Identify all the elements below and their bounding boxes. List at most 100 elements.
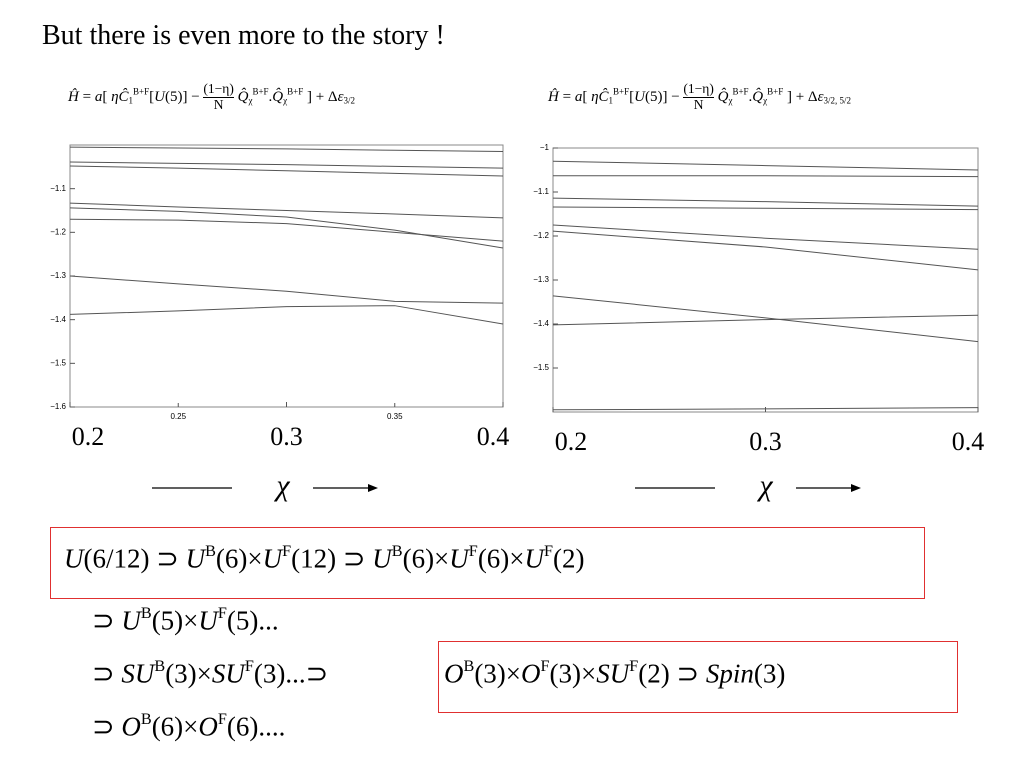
math-text: ⊃ <box>92 605 122 636</box>
subscript: χ <box>763 95 768 106</box>
math-var: ε <box>337 88 344 105</box>
x-tick-label: 0.2 <box>72 422 105 451</box>
math-text: ] + Δ <box>783 88 818 105</box>
math-text: ] + Δ <box>303 88 338 105</box>
math-text: [ <box>582 88 592 105</box>
superscript: F <box>544 542 554 560</box>
x-tick-label: 0.3 <box>749 427 782 456</box>
subscript: χ <box>283 95 288 106</box>
math-var: U <box>198 605 218 636</box>
math-text: (6)× <box>215 543 263 574</box>
math-text: [ <box>102 88 112 105</box>
y-tick-label: −1.4 <box>533 319 549 328</box>
math-text: [ <box>629 88 635 105</box>
y-tick-label: −1.3 <box>533 275 549 284</box>
series-line <box>552 197 979 207</box>
math-text: (5)× <box>151 605 199 636</box>
series-line <box>69 146 504 153</box>
math-var: ε <box>817 88 824 105</box>
series-line <box>69 275 504 304</box>
plot-frame <box>552 147 979 413</box>
superscript: B+F <box>133 86 150 97</box>
math-text: (6)× <box>402 543 450 574</box>
x-axis-label: χ <box>756 469 773 502</box>
y-tick-label: −1.1 <box>50 184 66 193</box>
superscript: F <box>540 657 550 675</box>
series-line <box>69 207 504 249</box>
math-text: (6/12) ⊃ <box>83 543 186 574</box>
numerator: (1−η) <box>203 81 234 98</box>
arrow-head <box>851 484 861 492</box>
equation: Ĥ = a[ ηĈ1B+F[U(5)] − (1−η) N Q̂χB+F.Q̂χB… <box>548 81 851 113</box>
math-var: O <box>521 658 541 689</box>
math-var: a <box>574 88 583 105</box>
math-var: Q̂ <box>752 88 764 105</box>
math-var: U <box>634 88 645 105</box>
subscript: χ <box>248 95 253 106</box>
superscript: B+F <box>613 86 630 97</box>
math-var: η <box>591 88 599 105</box>
math-text: (2) <box>553 543 585 574</box>
highlight-box <box>50 527 925 599</box>
series-line <box>552 230 979 271</box>
superscript: B+F <box>252 86 269 97</box>
math-text: ⊃ <box>92 711 122 742</box>
math-var: Q̂ <box>717 88 729 105</box>
superscript: B <box>463 657 475 675</box>
series-line <box>69 305 504 325</box>
superscript: F <box>468 542 478 560</box>
math-text: = <box>558 88 575 105</box>
math-var: η <box>111 88 119 105</box>
group-chain: U(6/12) ⊃ UB(6)×UF(12) ⊃ UB(6)×UF(6)×UF(… <box>64 542 585 574</box>
math-text: (6)× <box>151 711 199 742</box>
math-var: Ĉ <box>598 88 609 105</box>
x-tick-label: 0.3 <box>270 422 303 451</box>
math-text: (5)... <box>226 605 279 636</box>
numerator: (1−η) <box>683 81 714 98</box>
superscript: B+F <box>767 86 784 97</box>
group-chain: ⊃ OB(6)×OF(6).... <box>92 710 285 742</box>
x-minor-tick-label: 0.25 <box>170 412 186 421</box>
math-text: (3)× <box>549 658 597 689</box>
group-chain: ⊃ SUB(3)×SUF(3)...⊃ <box>92 657 328 689</box>
superscript: B+F <box>732 86 749 97</box>
superscript: B <box>391 542 403 560</box>
math-var: Q̂ <box>237 88 249 105</box>
math-text: = <box>78 88 95 105</box>
superscript: B <box>205 542 216 560</box>
highlight-box <box>438 641 958 713</box>
math-text: (12) ⊃ <box>291 543 373 574</box>
superscript: B <box>154 657 166 675</box>
series-line <box>552 407 979 411</box>
equation: Ĥ = a[ ηĈ1B+F[U(5)] − (1−η) N Q̂χB+F.Q̂χB… <box>68 81 355 113</box>
series-line <box>552 314 979 326</box>
math-var: SU <box>121 658 155 689</box>
math-var: O <box>121 711 141 742</box>
math-var: Ĥ <box>548 88 559 105</box>
y-tick-label: −1.1 <box>533 187 549 196</box>
math-text: ⊃ <box>92 658 122 689</box>
math-text: (3) <box>753 658 786 689</box>
math-var: SU <box>211 658 245 689</box>
superscript: F <box>217 710 227 728</box>
series-line <box>552 206 979 211</box>
superscript: B <box>140 710 152 728</box>
math-var: U <box>449 543 469 574</box>
math-text: [ <box>149 88 155 105</box>
math-text: . <box>268 88 273 105</box>
math-var: U <box>154 88 165 105</box>
y-tick-label: −1.6 <box>50 402 66 411</box>
math-var: U <box>372 543 392 574</box>
superscript: F <box>282 542 292 560</box>
subscript: 1 <box>608 95 614 106</box>
series-line <box>69 218 504 242</box>
math-text: . <box>748 88 753 105</box>
plot-frame <box>69 144 504 408</box>
math-var: a <box>94 88 103 105</box>
series-line <box>69 202 504 219</box>
math-var: O <box>198 711 218 742</box>
superscript: F <box>244 657 254 675</box>
series-line <box>69 165 504 177</box>
math-var: U <box>185 543 206 574</box>
fraction: (1−η) N <box>203 81 234 113</box>
